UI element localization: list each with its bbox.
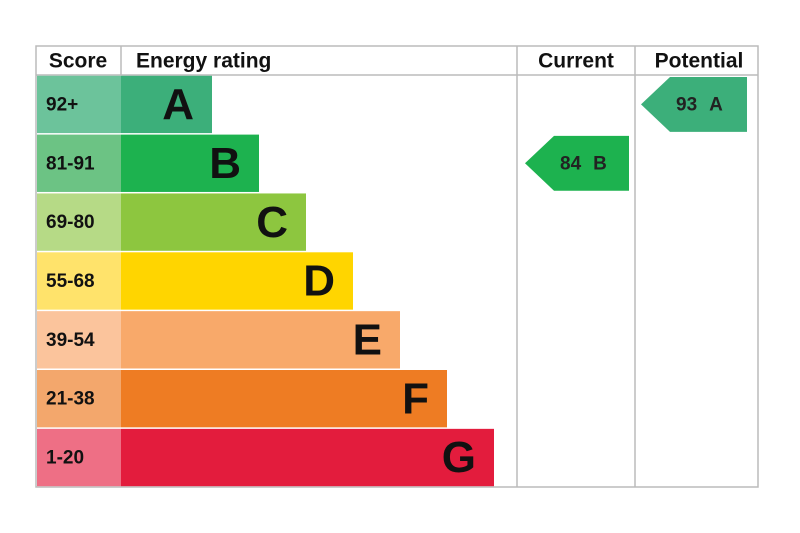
header-potential: Potential <box>655 50 744 73</box>
score-cell <box>37 311 121 369</box>
arrow-band: B <box>593 153 607 174</box>
header-score: Score <box>49 50 107 73</box>
score-range: 21-38 <box>46 389 95 410</box>
score-range: 1-20 <box>46 448 84 469</box>
potential-indicator: 93 A <box>641 77 747 132</box>
rating-bar <box>121 134 259 192</box>
rating-bar <box>121 193 306 251</box>
rating-bar <box>121 252 353 310</box>
arrow <box>525 135 629 191</box>
band-letter: C <box>256 198 288 247</box>
header-current: Current <box>538 50 614 73</box>
rating-bar <box>121 311 400 369</box>
current-indicator: 84 B <box>525 135 629 191</box>
arrow-label: 84 B <box>560 153 607 174</box>
rating-bar <box>121 370 447 428</box>
band-letter: F <box>402 374 429 423</box>
score-range: 55-68 <box>46 271 95 292</box>
rating-bar <box>121 75 212 134</box>
band-letter: B <box>209 139 241 188</box>
score-cell <box>37 370 121 428</box>
score-cell <box>37 134 121 192</box>
score-cell <box>37 252 121 310</box>
score-cell <box>37 193 121 251</box>
band-letter: A <box>162 80 194 129</box>
arrow <box>641 77 747 132</box>
arrow-band: A <box>709 94 723 115</box>
band-letter: D <box>303 257 335 306</box>
score-range: 92+ <box>46 94 78 115</box>
arrow-value: 93 <box>676 94 697 115</box>
arrow-value: 84 <box>560 153 582 174</box>
score-range: 69-80 <box>46 212 95 233</box>
band-letter: G <box>442 433 476 482</box>
score-range: 39-54 <box>46 330 95 351</box>
score-range: 81-91 <box>46 153 95 174</box>
band-letter: E <box>353 315 382 364</box>
score-cell <box>37 428 121 487</box>
arrow-label: 93 A <box>676 94 723 115</box>
score-cell <box>37 75 121 134</box>
header-rating: Energy rating <box>136 50 271 73</box>
rating-bar <box>121 428 494 487</box>
